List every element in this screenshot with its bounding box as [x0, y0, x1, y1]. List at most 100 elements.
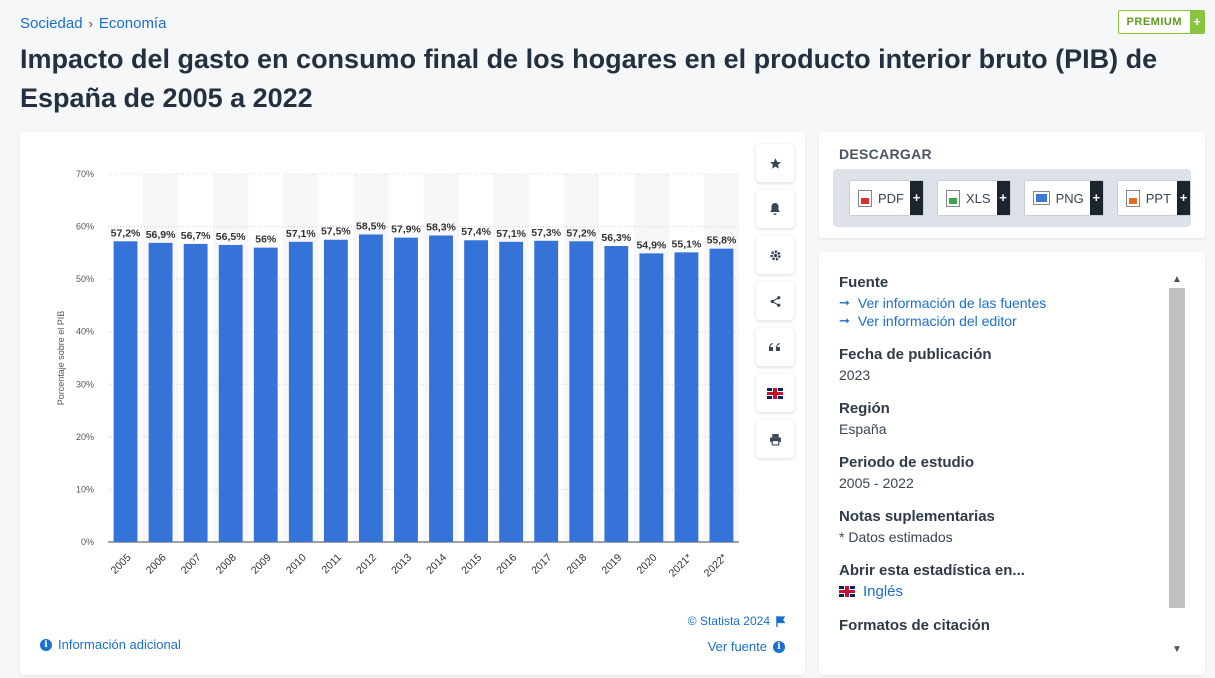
bar: [464, 240, 489, 542]
bar: [253, 247, 278, 542]
data-label: 57,4%: [461, 226, 491, 238]
notes-section: Notas suplementarias * Datos estimados: [839, 508, 1159, 545]
plus-icon: +: [1177, 181, 1191, 215]
x-tick-label: 2019: [599, 552, 624, 577]
y-tick-label: 70%: [76, 169, 94, 179]
y-tick-label: 60%: [76, 222, 94, 232]
breadcrumb-sociedad[interactable]: Sociedad: [20, 15, 83, 32]
bar: [639, 253, 664, 542]
y-tick-label: 40%: [76, 327, 94, 337]
breadcrumb-economia[interactable]: Economía: [98, 15, 167, 32]
scroll-up-icon[interactable]: ▲: [1172, 274, 1182, 285]
notes-heading: Notas suplementarias: [839, 508, 995, 525]
region-value: España: [839, 421, 887, 437]
data-label: 58,5%: [356, 220, 386, 232]
flag-icon: [776, 615, 785, 627]
y-tick-label: 10%: [76, 484, 94, 494]
download-pdf-button[interactable]: PDF +: [849, 180, 924, 216]
info-icon: i: [40, 638, 52, 651]
y-tick-label: 20%: [76, 432, 94, 442]
bell-icon: [770, 203, 780, 215]
x-tick-label: 2013: [389, 552, 414, 577]
x-tick-label: 2005: [109, 552, 134, 577]
pdf-file-icon: [858, 189, 872, 207]
y-tick-label: 50%: [76, 274, 94, 284]
data-label: 55,1%: [672, 238, 702, 250]
x-tick-label: 2006: [144, 552, 169, 577]
citation-section: Formatos de citación: [839, 617, 1159, 634]
y-tick-label: 0%: [81, 537, 94, 547]
bar: [218, 244, 243, 542]
breadcrumb: Sociedad › Economía: [20, 15, 166, 32]
info-scrollbar[interactable]: ▲ ▼: [1169, 272, 1185, 658]
y-tick-label: 30%: [76, 379, 94, 389]
gear-icon: [769, 249, 781, 261]
print-button[interactable]: [756, 420, 794, 458]
bar: [288, 241, 313, 542]
x-tick-label: 2014: [424, 552, 449, 577]
arrow-right-icon: ➞: [839, 313, 850, 328]
open-english-label: Inglés: [863, 583, 904, 600]
breadcrumb-separator: ›: [88, 16, 93, 31]
data-label: 57,2%: [566, 227, 596, 239]
flag-uk-icon: [839, 586, 855, 597]
source-info-link[interactable]: ➞ Ver información de las fuentes: [839, 295, 1159, 311]
data-label: 57,1%: [496, 228, 526, 240]
open-english-link[interactable]: Inglés: [839, 583, 1159, 600]
source-section: Fuente ➞ Ver información de las fuentes ➞…: [839, 274, 1159, 329]
data-label: 54,9%: [636, 239, 666, 251]
png-file-icon: [1032, 191, 1050, 205]
data-label: 56,7%: [181, 230, 211, 242]
additional-info-link[interactable]: i Información adicional: [40, 637, 181, 652]
x-tick-label: 2008: [214, 552, 239, 577]
plus-icon: +: [1089, 181, 1103, 215]
premium-badge[interactable]: PREMIUM +: [1117, 10, 1205, 34]
quote-icon: [769, 343, 780, 351]
scroll-thumb[interactable]: [1169, 288, 1185, 608]
data-label: 57,5%: [321, 226, 351, 238]
favorite-button[interactable]: [756, 144, 794, 182]
share-icon: [770, 295, 780, 307]
scroll-down-icon[interactable]: ▼: [1172, 644, 1182, 655]
star-icon: [769, 157, 781, 169]
share-button[interactable]: [756, 282, 794, 320]
chart-tools: [756, 144, 794, 466]
bar: [534, 240, 559, 542]
download-ppt-button[interactable]: PPT +: [1116, 180, 1192, 216]
notification-button[interactable]: [756, 190, 794, 228]
data-label: 55,8%: [707, 235, 737, 247]
language-button[interactable]: [756, 374, 794, 412]
view-source-link[interactable]: Ver fuente i: [708, 639, 785, 654]
view-source-label: Ver fuente: [707, 639, 767, 654]
region-section: Región España: [839, 400, 1159, 437]
bar: [323, 239, 348, 542]
x-tick-label: 2022*: [702, 552, 730, 580]
data-label: 57,2%: [111, 227, 141, 239]
publisher-info-link[interactable]: ➞ Ver información del editor: [839, 313, 1159, 329]
open-in-heading: Abrir esta estadística en...: [839, 562, 1025, 579]
period-value: 2005 - 2022: [839, 475, 914, 491]
download-xls-button[interactable]: XLS +: [937, 180, 1011, 216]
x-tick-label: 2007: [179, 552, 204, 577]
premium-label: PREMIUM: [1126, 16, 1182, 28]
ppt-label: PPT: [1145, 190, 1172, 206]
data-label: 56,5%: [216, 231, 246, 243]
statista-copyright[interactable]: © Statista 2024: [688, 614, 785, 628]
data-label: 57,9%: [391, 224, 421, 236]
y-axis-label: Porcentaje sobre el PIB: [56, 311, 66, 406]
cite-button[interactable]: [756, 328, 794, 366]
data-label: 57,1%: [286, 228, 316, 240]
bar: [604, 246, 629, 542]
settings-button[interactable]: [756, 236, 794, 274]
download-png-button[interactable]: PNG +: [1023, 180, 1104, 216]
citation-heading: Formatos de citación: [839, 617, 990, 634]
pub-date-section: Fecha de publicación 2023: [839, 346, 1159, 383]
info-content: Fuente ➞ Ver información de las fuentes ➞…: [839, 274, 1159, 651]
x-tick-label: 2017: [529, 552, 554, 577]
x-tick-label: 2011: [320, 552, 345, 577]
data-label: 56,9%: [146, 229, 176, 241]
x-tick-label: 2015: [459, 552, 484, 577]
copyright-text: © Statista 2024: [687, 614, 770, 628]
x-tick-label: 2016: [494, 552, 519, 577]
publisher-info-label: Ver información del editor: [857, 313, 1017, 329]
